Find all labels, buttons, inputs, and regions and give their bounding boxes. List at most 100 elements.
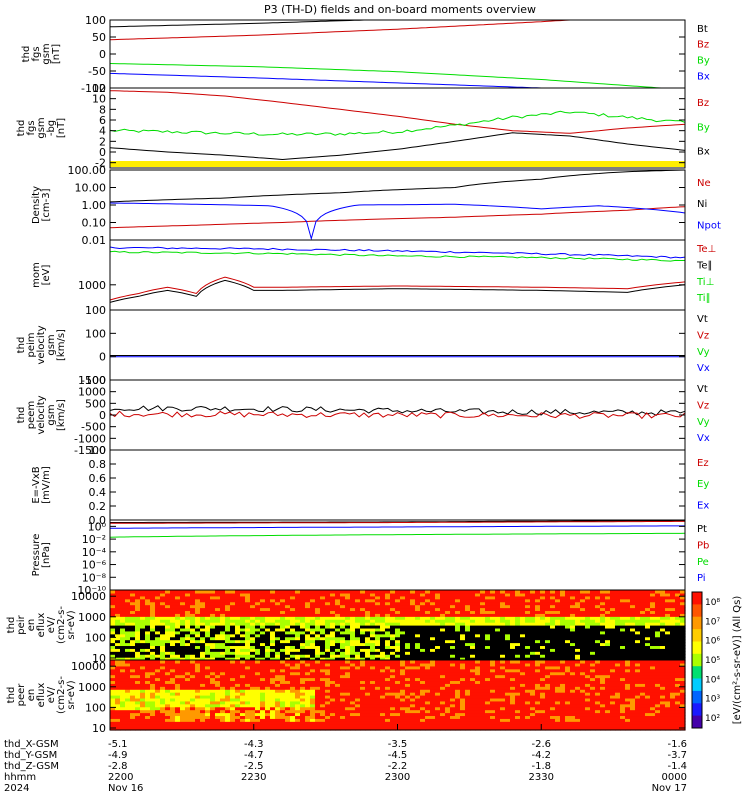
ylabel-text: [mV/m] [41, 466, 52, 504]
spectrogram-cell [505, 590, 511, 594]
spectrogram-cell [230, 590, 236, 594]
panel-frame [110, 20, 685, 88]
legend-label: By [697, 55, 710, 66]
ylabel-text: [nPa] [41, 542, 52, 568]
spectrogram-cell [555, 590, 561, 594]
spectrogram-cell [340, 660, 346, 664]
spectrogram-cell [475, 660, 481, 664]
spectrogram-cell [145, 590, 151, 594]
spectrogram-cell [280, 590, 286, 594]
spectrogram-cell [240, 590, 246, 594]
spectrogram-cell [205, 590, 211, 594]
spectrogram-cell [585, 590, 591, 594]
spectrogram-cell [350, 660, 356, 664]
spectrogram-cell [160, 660, 166, 664]
spectrogram-cell [600, 590, 606, 594]
spectrogram-cell [665, 590, 671, 594]
spectrogram-cell [150, 660, 156, 664]
spectrogram-cell [265, 590, 271, 594]
spectrogram-cell [535, 590, 541, 594]
spectrogram-cell [140, 590, 146, 594]
spectrogram-cell [580, 590, 586, 594]
quality-flag-bar [110, 161, 685, 167]
ytick-label: 0 [99, 48, 106, 61]
spectrogram-cell [280, 660, 286, 664]
series-line-Te∥ [110, 280, 685, 302]
ytick-label: 100 [85, 14, 106, 27]
legend-label: Vy [697, 347, 710, 358]
spectrogram-cell [285, 660, 291, 664]
legend-label: Ni [697, 199, 707, 210]
spectrogram-cell [360, 590, 366, 594]
spectrogram-cell [270, 590, 276, 594]
ytick-label: 0.2 [89, 500, 107, 513]
spectrogram-cell [125, 590, 131, 594]
spectrogram-cell [380, 590, 386, 594]
spectrogram-cell [400, 660, 406, 664]
spectrogram-cell [225, 660, 231, 664]
spectrogram-cell [365, 590, 371, 594]
spectrogram-cell [210, 660, 216, 664]
spectrogram-cell [570, 590, 576, 594]
series-line-Bx [110, 133, 685, 160]
ytick-label: 10⁻⁴ [82, 546, 107, 559]
spectrogram-cell [635, 590, 641, 594]
spectrogram-cell [235, 590, 241, 594]
spectrogram-cell [625, 590, 631, 594]
spectrogram-cell [395, 660, 401, 664]
ytick-label: 10.00 [75, 182, 107, 195]
spectrogram-cell [355, 590, 361, 594]
spectrogram-cell [610, 590, 616, 594]
spectrogram-cell [145, 660, 151, 664]
spectrogram-cell [390, 660, 396, 664]
legend-label: Npot [697, 220, 721, 231]
spectrogram-cell [415, 660, 421, 664]
spectrogram-cell [190, 660, 196, 664]
spectrogram-cell [470, 590, 476, 594]
spectrogram-cell [170, 660, 176, 664]
spectrogram-cell [140, 660, 146, 664]
spectrogram-cell [240, 660, 246, 664]
legend-label: Te⊥ [696, 244, 716, 255]
spectrogram-cell [435, 590, 441, 594]
spectrogram-cell [485, 590, 491, 594]
spectrogram-cell [460, 660, 466, 664]
legend-label: Vt [697, 314, 708, 325]
spectrogram-cell [110, 590, 116, 594]
spectrogram-cell [290, 590, 296, 594]
spectrogram-cell [385, 590, 391, 594]
spectrogram-cell [540, 590, 546, 594]
spectrogram-cell [235, 660, 241, 664]
spectrogram-cell [115, 660, 121, 664]
spectrogram-cell [165, 660, 171, 664]
spectrogram-cell [460, 590, 466, 594]
spectrogram-cell [410, 590, 416, 594]
legend-label: Vy [697, 417, 710, 428]
spectrogram-cell [670, 590, 676, 594]
series-line-Bx [110, 73, 685, 88]
ylabel-text: sr-eV) [66, 610, 77, 639]
spectrogram-cell [440, 590, 446, 594]
spectrogram-cell [545, 590, 551, 594]
spectrogram-cell [355, 660, 361, 664]
spectrogram-cell [445, 590, 451, 594]
spectrogram-cell [495, 590, 501, 594]
spectrogram-cell [370, 660, 376, 664]
spectrogram-cell [120, 660, 126, 664]
spectrogram-cell [265, 660, 271, 664]
ylabel-text: [nT] [51, 44, 62, 64]
ytick-label: 0.01 [82, 234, 107, 247]
legend-label: Ex [697, 500, 709, 511]
spectrogram-cell [505, 660, 511, 664]
spectrogram-cell [220, 660, 226, 664]
spectrogram-cell [525, 590, 531, 594]
spectrogram-cell [310, 660, 316, 664]
legend-label: Vx [697, 433, 710, 444]
spectrogram-cell [200, 590, 206, 594]
spectrogram-cell [215, 590, 221, 594]
spectrogram-cell [645, 590, 651, 594]
spectrogram-cell [130, 660, 136, 664]
